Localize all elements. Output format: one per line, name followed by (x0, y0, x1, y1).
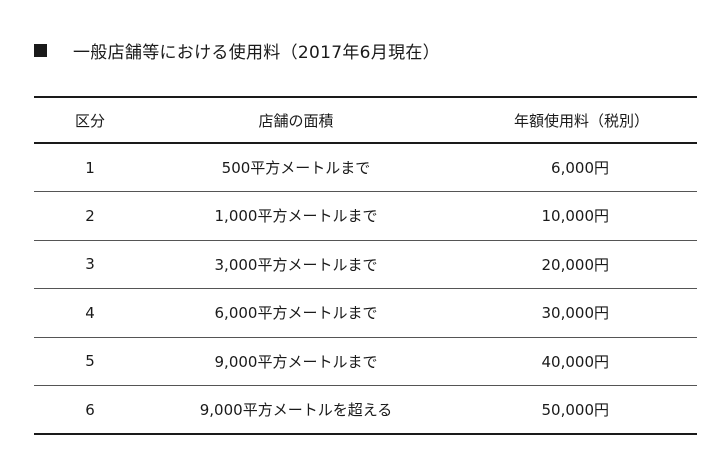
cell-floor-area: 1,000平方メートルまで (214, 207, 378, 226)
cell-annual-fee: 50,000円 (541, 401, 610, 419)
cell-floor-area: 500平方メートルまで (221, 159, 371, 177)
table-row: 1 500平方メートルまで 6,000円 (34, 143, 697, 192)
cell-floor-area: 9,000平方メートルを超える (199, 401, 393, 419)
header-annual-fee: 年額使用料（税別） (513, 111, 649, 130)
table-body: 1 500平方メートルまで 6,000円 2 1,000平方メートルまで 10,… (34, 143, 697, 434)
cell-division: 6 (85, 400, 95, 419)
header-row: 区分 店舗の面積 年額使用料（税別） (34, 97, 697, 143)
square-bullet-icon (34, 43, 47, 57)
cell-floor-area: 6,000平方メートルまで (214, 304, 378, 323)
table-header: 区分 店舗の面積 年額使用料（税別） (34, 97, 697, 143)
table-row: 6 9,000平方メートルを超える 50,000円 (34, 386, 697, 434)
cell-annual-fee: 6,000円 (551, 159, 609, 177)
document-title-row: 一般店舗等における使用料（2017年6月現在） (34, 38, 440, 63)
cell-annual-fee: 30,000円 (541, 304, 610, 323)
cell-division: 4 (85, 303, 95, 322)
table-row: 2 1,000平方メートルまで 10,000円 (34, 192, 697, 240)
table-row: 3 3,000平方メートルまで 20,000円 (34, 240, 697, 289)
table-row: 5 9,000平方メートルまで 40,000円 (34, 337, 697, 386)
cell-division: 2 (85, 206, 95, 225)
cell-division: 3 (85, 255, 95, 274)
cell-floor-area: 9,000平方メートルまで (214, 352, 378, 371)
cell-annual-fee: 40,000円 (541, 352, 610, 371)
cell-annual-fee: 10,000円 (541, 207, 610, 226)
header-floor-area: 店舗の面積 (258, 111, 334, 130)
cell-division: 1 (85, 158, 95, 177)
document-title: 一般店舗等における使用料（2017年6月現在） (73, 42, 440, 63)
header-division: 区分 (74, 111, 105, 130)
usage-fee-table: 区分 店舗の面積 年額使用料（税別） 1 500平方メートルまで 6,000円 … (34, 96, 697, 435)
cell-division: 5 (85, 352, 95, 371)
cell-annual-fee: 20,000円 (541, 255, 610, 274)
cell-floor-area: 3,000平方メートルまで (214, 255, 378, 274)
table-row: 4 6,000平方メートルまで 30,000円 (34, 289, 697, 337)
